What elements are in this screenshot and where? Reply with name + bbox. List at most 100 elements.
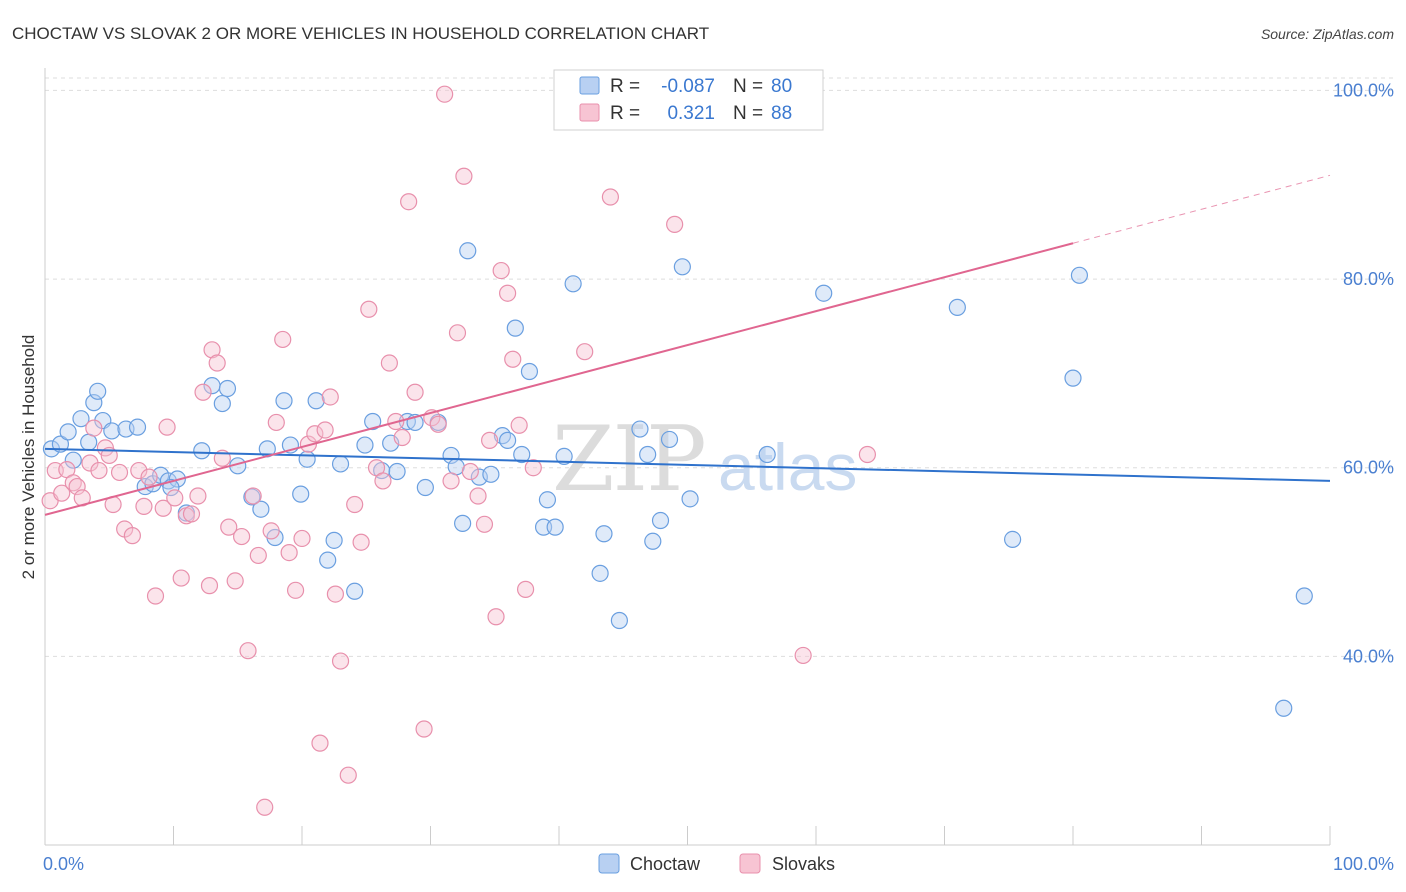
slovak-point-35	[239, 642, 257, 660]
slovak-trend-line	[44, 242, 1074, 516]
slovak-point-87	[858, 445, 877, 464]
slovak-point-53	[346, 495, 364, 514]
slovak-point-13	[110, 463, 129, 482]
slovak-point-19	[146, 587, 165, 605]
slovak-point-75	[492, 261, 510, 280]
choctaw-point-59	[546, 518, 564, 536]
slovak-point-80	[524, 459, 542, 477]
slovak-point-79	[516, 580, 535, 598]
slovak-point-41	[274, 330, 292, 349]
slovak-point-83	[601, 188, 620, 206]
choctaw-point-77	[1070, 266, 1089, 284]
choctaw-point-65	[631, 420, 649, 438]
y-tick-label-80: 80.0%	[1343, 269, 1394, 289]
choctaw-point-62	[591, 564, 609, 582]
legend-slovak-swatch	[579, 103, 600, 122]
choctaw-point-76	[1064, 369, 1082, 387]
slovak-point-86	[794, 646, 812, 665]
slovak-point-23	[172, 569, 190, 587]
slovak-point-39	[262, 522, 280, 540]
choctaw-point-63	[595, 525, 613, 543]
slovak-point-67	[442, 472, 460, 490]
choctaw-point-37	[356, 436, 374, 454]
y-axis-label: 2 or more Vehicles in Household	[19, 335, 38, 580]
choctaw-point-78	[1295, 587, 1313, 605]
legend-slovak-n-label: N =	[733, 103, 763, 124]
slovak-point-38	[256, 798, 274, 816]
slovak-point-77	[504, 350, 522, 368]
choctaw-point-24	[243, 488, 261, 506]
trend-lines	[44, 174, 1331, 516]
choctaw-point-2	[59, 423, 77, 441]
watermark-zip: ZIP	[552, 407, 705, 512]
slovak-point-16	[130, 461, 148, 480]
legend-bottom-slovak-label: Slovaks	[772, 854, 835, 874]
choctaw-point-53	[499, 431, 517, 449]
choctaw-point-36	[346, 582, 364, 600]
choctaw-point-41	[388, 462, 406, 481]
slovak-point-51	[331, 652, 350, 670]
choctaw-point-72	[758, 445, 776, 464]
slovak-point-32	[220, 518, 238, 536]
slovak-point-48	[316, 421, 334, 439]
choctaw-point-69	[660, 430, 679, 449]
choctaw-point-11	[128, 418, 147, 436]
slovak-point-28	[200, 577, 219, 595]
slovak-point-69	[455, 167, 473, 185]
slovak-point-40	[267, 413, 285, 432]
choctaw-point-56	[520, 362, 539, 381]
choctaw-point-33	[319, 551, 337, 569]
legend-choctaw-n-label: N =	[733, 76, 763, 97]
slovak-point-27	[194, 383, 212, 401]
slovak-point-34	[233, 527, 251, 546]
choctaw-point-22	[218, 379, 237, 398]
slovak-point-18	[140, 468, 158, 486]
choctaw-point-54	[506, 319, 524, 337]
choctaw-point-66	[639, 445, 657, 464]
slovak-point-29	[203, 341, 221, 359]
choctaw-point-9	[103, 422, 121, 440]
x-tick-label-100: 100.0%	[1333, 854, 1394, 874]
slovak-point-26	[189, 487, 207, 505]
slovak-point-46	[306, 425, 324, 443]
slovak-point-15	[123, 527, 141, 545]
slovak-point-62	[406, 383, 424, 401]
choctaw-point-34	[325, 531, 343, 549]
slovak-point-66	[436, 85, 454, 103]
x-tick-label-0: 0.0%	[43, 854, 84, 874]
legend-choctaw-r-label: R =	[610, 76, 640, 97]
slovak-trend-extension	[1072, 174, 1331, 244]
slovak-point-5	[68, 477, 86, 496]
slovak-point-22	[166, 489, 184, 507]
chart-source: Source: ZipAtlas.com	[1261, 26, 1394, 42]
slovak-point-25	[182, 505, 201, 523]
slovak-point-8	[85, 419, 103, 437]
choctaw-point-38	[364, 412, 382, 431]
slovak-point-9	[90, 461, 108, 480]
choctaw-point-35	[331, 455, 350, 473]
slovak-point-2	[53, 484, 71, 502]
axes	[44, 68, 1331, 846]
slovak-point-54	[352, 533, 370, 551]
legend-slovak-r-label: R =	[610, 103, 640, 124]
legend-choctaw-n-value: 80	[771, 76, 792, 97]
slovak-point-85	[666, 215, 684, 233]
legend-bottom-choctaw-swatch	[598, 853, 620, 874]
legend-slovak-n-value: 88	[771, 103, 792, 124]
slovak-point-71	[469, 487, 487, 505]
slovak-point-20	[154, 499, 172, 517]
slovak-point-21	[158, 418, 176, 436]
choctaw-point-7	[89, 382, 107, 400]
slovak-point-43	[286, 581, 305, 599]
slovak-point-63	[415, 720, 433, 738]
choctaw-point-60	[555, 447, 573, 465]
choctaw-point-79	[1275, 699, 1293, 717]
legend-choctaw-r-value: -0.087	[661, 76, 715, 97]
choctaw-point-21	[213, 394, 231, 413]
slovak-point-74	[487, 608, 505, 626]
choctaw-point-44	[416, 478, 434, 497]
slovak-point-78	[510, 416, 528, 434]
slovak-point-73	[481, 431, 499, 449]
